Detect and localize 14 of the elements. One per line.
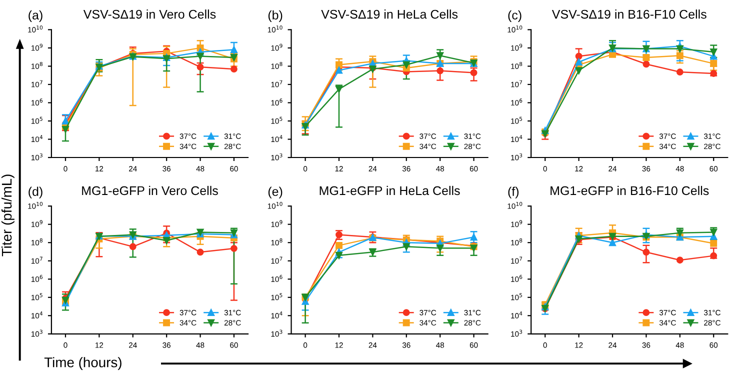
chart-title: VSV-SΔ19 in B16-F10 Cells xyxy=(552,10,706,19)
chart-title: MG1-eGFP in HeLa Cells xyxy=(320,186,460,196)
chart-title: MG1-eGFP in B16-F10 Cells xyxy=(550,186,709,196)
y-axis-title: Titer (pfu/mL) xyxy=(1,174,14,256)
chart-title: VSV-SΔ19 in HeLa Cells xyxy=(321,10,458,19)
text: (b) xyxy=(268,10,282,22)
chart-title: MG1-eGFP in Vero Cells xyxy=(82,186,218,196)
text: (a) xyxy=(28,10,42,22)
x-axis-title: Time (hours) xyxy=(44,357,122,370)
text: (c) xyxy=(508,10,522,22)
chart-title: VSV-SΔ19 in Vero Cells xyxy=(83,10,216,19)
text: (f) xyxy=(508,186,519,198)
text: (e) xyxy=(268,186,282,198)
text: (d) xyxy=(28,186,42,198)
